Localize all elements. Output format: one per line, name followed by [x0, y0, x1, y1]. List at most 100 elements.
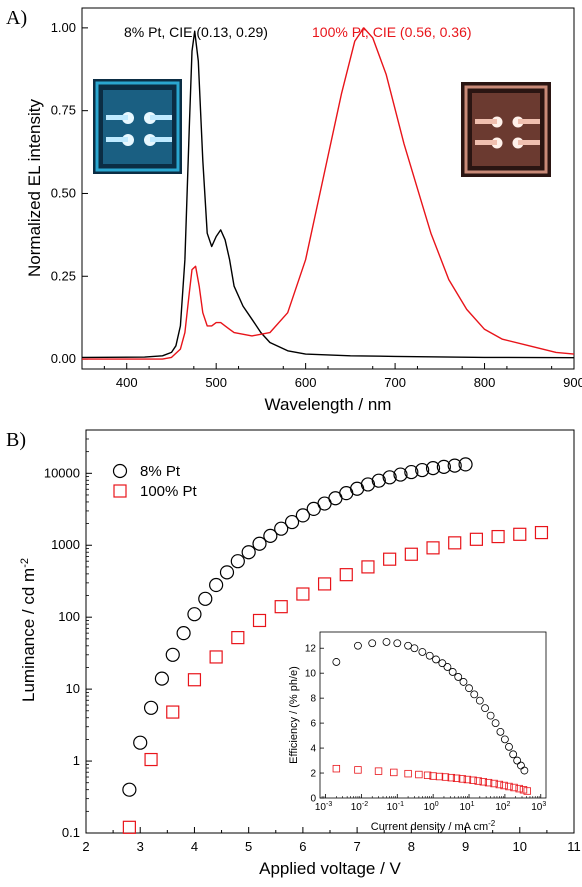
inset-point-8pct — [459, 678, 468, 686]
red-device-photo — [461, 82, 551, 177]
inset-point-100pct — [423, 771, 432, 779]
inset-point-100pct — [374, 767, 383, 775]
inset-point-8pct — [486, 711, 495, 720]
inset-y-tick-label: 8 — [310, 694, 316, 705]
inset-point-100pct — [447, 773, 455, 782]
data-point-8pct — [458, 457, 473, 472]
panel-b-xlabel: Applied voltage / V — [259, 859, 401, 878]
inset-point-100pct — [495, 780, 504, 789]
inset-point-100pct — [354, 766, 362, 774]
inset-point-8pct — [465, 684, 473, 693]
data-point-100pct — [426, 541, 440, 555]
x-tick-label: 10 — [513, 839, 527, 854]
data-point-8pct — [274, 521, 289, 536]
x-tick-label: 900 — [563, 375, 582, 390]
panel-a: 8% Pt, CIE (0.13, 0.29) 100% Pt, CIE (0.… — [25, 7, 582, 414]
legend-marker-100pct — [113, 484, 127, 498]
inset-point-8pct — [481, 704, 489, 713]
inset-point-8pct — [491, 719, 500, 728]
data-point-100pct — [534, 525, 549, 540]
inset-x-tick-label: 10-2 — [351, 801, 368, 813]
inset-x-tick-label: 102 — [495, 801, 510, 813]
x-tick-label: 500 — [205, 375, 227, 390]
x-tick-label: 8 — [408, 839, 415, 854]
y-tick-label: 0.75 — [51, 103, 76, 118]
data-point-100pct — [469, 532, 483, 546]
inset-y-tick-label: 12 — [305, 644, 317, 655]
data-point-8pct — [154, 671, 170, 686]
x-tick-label: 3 — [137, 839, 144, 854]
data-point-8pct — [187, 607, 202, 622]
inset-x-tick-label: 101 — [460, 801, 475, 813]
inset-point-100pct — [452, 774, 461, 782]
data-point-8pct — [382, 470, 397, 485]
data-point-100pct — [296, 587, 310, 601]
legend-label-100pct: 100% Pt — [140, 483, 198, 500]
inset-point-8pct — [393, 639, 402, 648]
data-point-100pct — [361, 560, 375, 574]
inset-point-100pct — [415, 770, 423, 779]
data-point-8pct — [415, 462, 430, 478]
data-point-8pct — [263, 528, 278, 543]
inset-point-100pct — [441, 773, 450, 781]
panel-a-frame — [81, 7, 575, 370]
inset-point-8pct — [368, 639, 377, 648]
inset-point-100pct — [463, 775, 472, 784]
inset-point-8pct — [500, 735, 509, 744]
y-tick-label: 0.25 — [51, 268, 76, 283]
data-point-100pct — [383, 552, 397, 566]
panel-a-ylabel: Normalized EL intensity — [25, 99, 44, 277]
inset-point-8pct — [475, 696, 484, 705]
data-point-8pct — [133, 735, 148, 750]
inset-point-8pct — [354, 641, 362, 650]
inset-point-8pct — [332, 658, 341, 666]
inset-point-100pct — [515, 784, 523, 793]
data-point-8pct — [165, 647, 180, 662]
y-tick-label: 10 — [66, 681, 80, 696]
inset-point-100pct — [404, 769, 412, 778]
data-point-100pct — [122, 820, 136, 834]
inset-point-8pct — [410, 644, 419, 653]
inset-x-tick-label: 10-3 — [315, 801, 332, 813]
inset-x-tick-label: 100 — [424, 801, 439, 813]
x-tick-label: 4 — [191, 839, 198, 854]
data-point-100pct — [491, 529, 505, 544]
y-tick-label: 0.1 — [62, 825, 80, 840]
data-point-100pct — [252, 613, 267, 628]
inset-point-8pct — [418, 648, 427, 656]
data-point-8pct — [284, 514, 300, 530]
inset-point-8pct — [505, 742, 513, 751]
inset-y-tick-label: 2 — [310, 769, 316, 780]
y-tick-label: 10000 — [44, 465, 80, 480]
inset-point-8pct — [520, 766, 529, 775]
inset-point-8pct — [513, 756, 522, 765]
annotation-100pct-cie: 100% Pt, CIE (0.56, 0.36) — [312, 24, 472, 40]
data-point-8pct — [425, 461, 441, 476]
x-tick-label: 800 — [474, 375, 496, 390]
inset-y-tick-label: 4 — [310, 744, 316, 755]
data-point-8pct — [360, 477, 376, 492]
inset-point-100pct — [435, 772, 444, 781]
x-tick-label: 700 — [384, 375, 406, 390]
inset-point-100pct — [332, 764, 341, 773]
inset-x-tick-label: 10-1 — [387, 801, 404, 813]
x-tick-label: 11 — [567, 839, 581, 854]
legend: 8% Pt 100% Pt — [112, 463, 198, 500]
inset-point-8pct — [438, 659, 447, 668]
x-tick-label: 600 — [295, 375, 317, 390]
data-point-8pct — [241, 545, 256, 560]
inset-point-8pct — [382, 638, 391, 646]
data-point-8pct — [447, 458, 462, 473]
series-line-100pct — [82, 27, 575, 360]
y-tick-label: 1000 — [51, 537, 80, 552]
data-point-100pct — [209, 650, 223, 664]
panel-b-label: B) — [6, 429, 26, 451]
y-tick-label: 0.00 — [51, 351, 76, 366]
inset-point-8pct — [432, 655, 440, 664]
data-point-8pct — [404, 464, 419, 480]
legend-marker-8pct — [112, 463, 128, 479]
data-point-8pct — [436, 459, 451, 474]
blue-device-photo — [93, 79, 182, 174]
data-point-100pct — [339, 568, 353, 582]
data-point-100pct — [166, 705, 180, 719]
